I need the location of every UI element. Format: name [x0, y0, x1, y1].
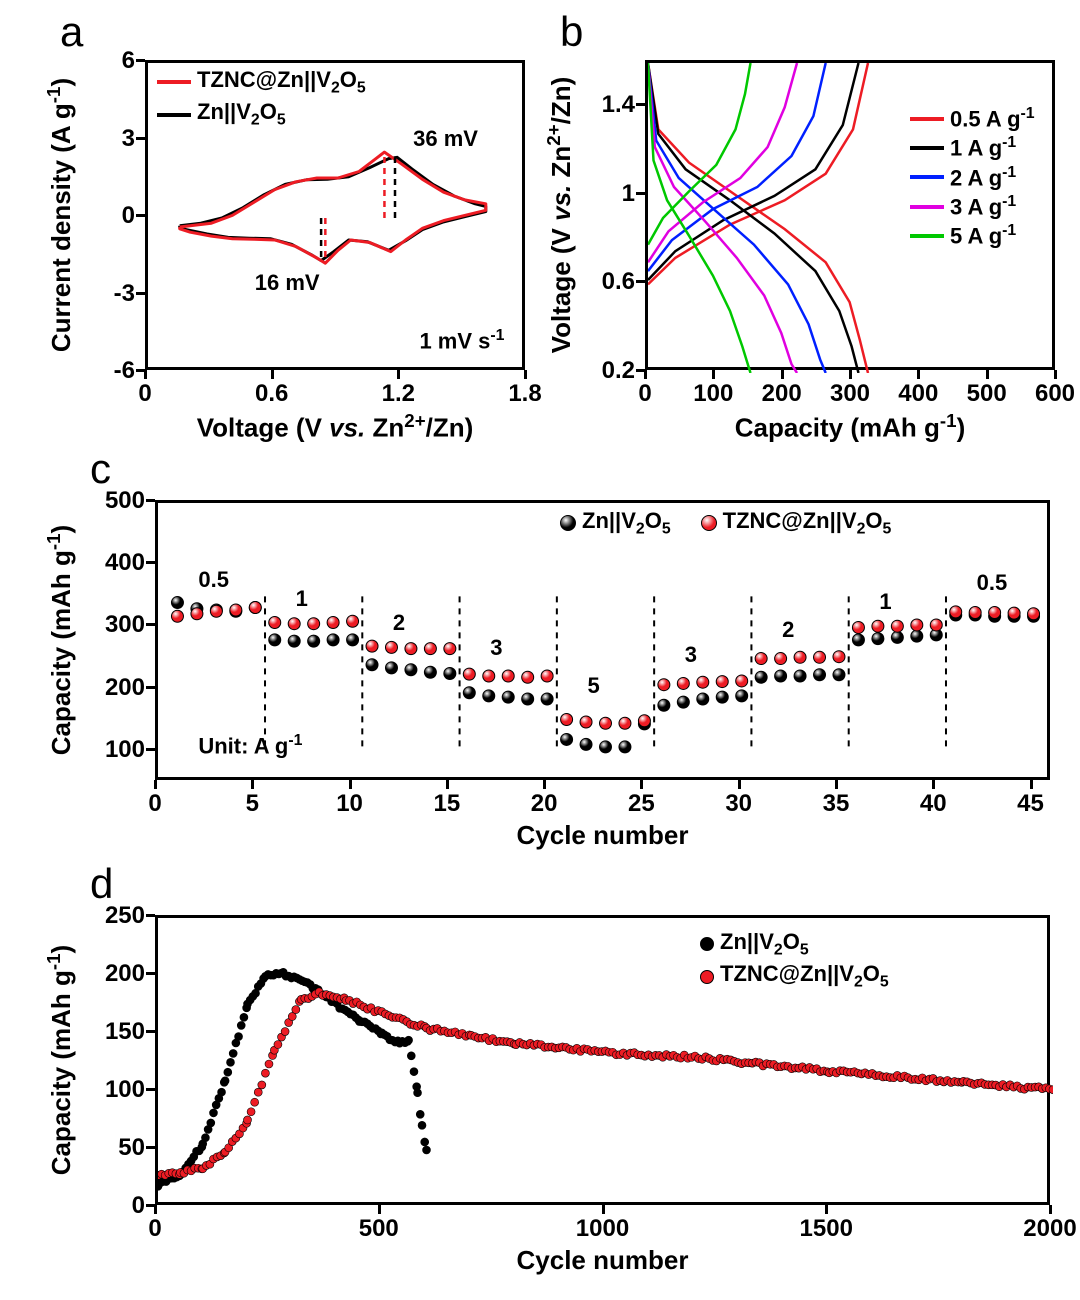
- panel-d-plot: [155, 915, 1050, 1205]
- panel-c-xlabel: Cycle number: [155, 820, 1050, 851]
- panel-b-legend: 0.5 A g-11 A g-12 A g-13 A g-15 A g-1: [910, 105, 1035, 252]
- panel-a-annot: 36 mV: [413, 126, 478, 152]
- panel-a-legend: TZNC@Zn||V2O5Zn||V2O5: [157, 67, 366, 132]
- panel-c-rate-label: 0.5: [977, 570, 1008, 596]
- panel-c-rate-label: 1: [879, 589, 891, 615]
- panel-c-ylabel: Capacity (mAh g-1): [43, 500, 77, 780]
- panel-c-legend: Zn||V2O5TZNC@Zn||V2O5: [560, 508, 891, 540]
- panel-d-svg: [158, 918, 1053, 1208]
- panel-c: Capacity (mAh g-1) Cycle number 05101520…: [60, 490, 1060, 860]
- panel-c-rate-label: 1: [296, 586, 308, 612]
- panel-a-annot: 1 mV s-1: [419, 327, 504, 354]
- panel-b-ylabel: Voltage (V vs. Zn2+/Zn): [543, 60, 577, 370]
- panel-c-rate-label: 3: [490, 635, 502, 661]
- panel-d-ylabel: Capacity (mAh g-1): [43, 915, 77, 1205]
- panel-b-xlabel: Capacity (mAh g-1): [645, 410, 1055, 444]
- panel-a-annot: 16 mV: [255, 270, 320, 296]
- panel-c-rate-label: 3: [685, 642, 697, 668]
- panel-c-rate-label: 2: [782, 617, 794, 643]
- panel-a-ylabel: Current density (A g-1): [43, 60, 77, 370]
- panel-a-xlabel: Voltage (V vs. Zn2+/Zn): [145, 410, 525, 444]
- panel-d-label: d: [90, 860, 113, 908]
- panel-d-legend: Zn||V2O5TZNC@Zn||V2O5: [700, 929, 889, 994]
- panel-c-rate-label: 2: [393, 610, 405, 636]
- panel-c-unit-note: Unit: A g-1: [198, 732, 302, 759]
- panel-a: Current density (A g-1) Voltage (V vs. Z…: [60, 45, 530, 445]
- panel-c-rate-label: 5: [588, 673, 600, 699]
- panel-d-xlabel: Cycle number: [155, 1245, 1050, 1276]
- figure-root: { "global": { "bg": "#ffffff", "axis_col…: [0, 0, 1080, 1300]
- panel-d: Capacity (mAh g-1) Cycle number 05001000…: [60, 905, 1060, 1285]
- panel-c-rate-label: 0.5: [198, 567, 229, 593]
- panel-c-label: c: [90, 445, 111, 493]
- panel-b: Voltage (V vs. Zn2+/Zn) Capacity (mAh g-…: [560, 45, 1070, 445]
